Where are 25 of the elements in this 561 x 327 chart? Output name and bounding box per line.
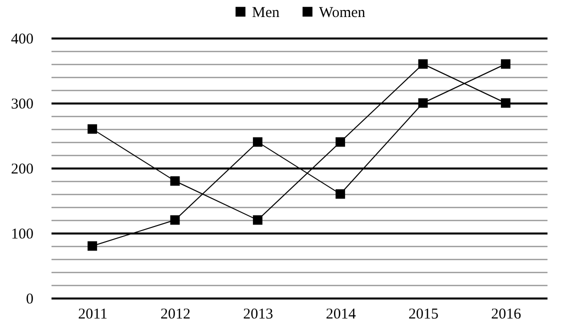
point xyxy=(336,137,346,147)
point xyxy=(88,124,98,134)
point xyxy=(88,241,98,251)
point xyxy=(170,215,180,225)
point xyxy=(336,189,346,199)
y-tick-label: 200 xyxy=(11,162,34,178)
y-tick-label: 100 xyxy=(11,226,34,242)
x-tick-label: 2012 xyxy=(160,306,190,322)
x-tick-label: 2016 xyxy=(491,306,522,322)
legend-label: Women xyxy=(319,4,366,21)
point xyxy=(500,59,510,69)
point xyxy=(418,98,428,108)
legend-label: Men xyxy=(252,4,280,21)
x-tick-label: 2013 xyxy=(243,306,274,322)
point xyxy=(418,59,428,69)
y-tick-label: 0 xyxy=(26,292,34,308)
point xyxy=(500,98,510,108)
x-tick-label: 2015 xyxy=(408,306,438,322)
y-tick-label: 300 xyxy=(11,96,34,112)
x-tick-label: 2014 xyxy=(326,306,356,322)
y-tick-label: 400 xyxy=(11,32,34,48)
point xyxy=(252,137,262,147)
point xyxy=(170,176,180,186)
x-tick-label: 2011 xyxy=(78,306,108,322)
point xyxy=(252,215,262,225)
